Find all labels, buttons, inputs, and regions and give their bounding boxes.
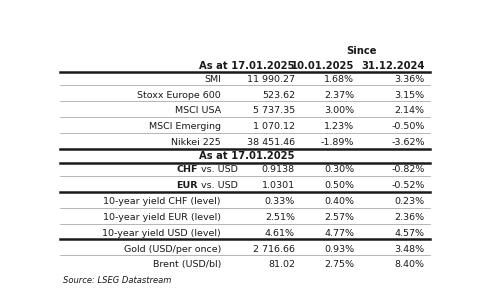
Text: 0.30%: 0.30% <box>324 165 354 174</box>
Text: 10-year yield EUR (level): 10-year yield EUR (level) <box>103 213 221 222</box>
Text: 0.23%: 0.23% <box>394 197 424 206</box>
Text: 81.02: 81.02 <box>268 261 295 269</box>
Text: 0.50%: 0.50% <box>324 181 354 190</box>
Text: EUR: EUR <box>176 181 198 190</box>
Text: 2.51%: 2.51% <box>265 213 295 222</box>
Text: 31.12.2024: 31.12.2024 <box>361 61 424 71</box>
Text: 0.40%: 0.40% <box>324 197 354 206</box>
Text: MSCI USA: MSCI USA <box>175 106 221 116</box>
Text: 10-year yield CHF (level): 10-year yield CHF (level) <box>103 197 221 206</box>
Text: 38 451.46: 38 451.46 <box>247 138 295 147</box>
Text: Since: Since <box>347 46 377 56</box>
Text: 1 070.12: 1 070.12 <box>253 123 295 131</box>
Text: MSCI Emerging: MSCI Emerging <box>149 123 221 131</box>
Text: 4.77%: 4.77% <box>324 229 354 238</box>
Text: 0.33%: 0.33% <box>265 197 295 206</box>
Text: -0.52%: -0.52% <box>391 181 424 190</box>
Text: 3.48%: 3.48% <box>394 245 424 254</box>
Text: -1.89%: -1.89% <box>321 138 354 147</box>
Text: 5 737.35: 5 737.35 <box>253 106 295 116</box>
Text: Nikkei 225: Nikkei 225 <box>171 138 221 147</box>
Text: 2 716.66: 2 716.66 <box>253 245 295 254</box>
Text: 2.75%: 2.75% <box>324 261 354 269</box>
Text: 0.9138: 0.9138 <box>262 165 295 174</box>
Text: 4.61%: 4.61% <box>265 229 295 238</box>
Text: 1.68%: 1.68% <box>324 75 354 84</box>
Text: 2.36%: 2.36% <box>394 213 424 222</box>
Text: Stoxx Europe 600: Stoxx Europe 600 <box>137 91 221 99</box>
Text: Brent (USD/bl): Brent (USD/bl) <box>152 261 221 269</box>
Text: 4.57%: 4.57% <box>395 229 424 238</box>
Text: Source: LSEG Datastream: Source: LSEG Datastream <box>64 276 172 285</box>
Text: -3.62%: -3.62% <box>391 138 424 147</box>
Text: 8.40%: 8.40% <box>395 261 424 269</box>
Text: As at 17.01.2025: As at 17.01.2025 <box>199 151 295 161</box>
Text: 3.36%: 3.36% <box>394 75 424 84</box>
Text: As at 17.01.2025: As at 17.01.2025 <box>199 61 295 71</box>
Text: vs. USD: vs. USD <box>198 181 238 190</box>
Text: -0.82%: -0.82% <box>391 165 424 174</box>
Text: 0.93%: 0.93% <box>324 245 354 254</box>
Text: 523.62: 523.62 <box>262 91 295 99</box>
Text: 3.00%: 3.00% <box>324 106 354 116</box>
Text: 10-year yield USD (level): 10-year yield USD (level) <box>102 229 221 238</box>
Text: CHF: CHF <box>176 165 198 174</box>
Text: SMI: SMI <box>204 75 221 84</box>
Text: 2.14%: 2.14% <box>395 106 424 116</box>
Text: vs. USD: vs. USD <box>198 165 238 174</box>
Text: -0.50%: -0.50% <box>391 123 424 131</box>
Text: 10.01.2025: 10.01.2025 <box>291 61 354 71</box>
Text: 11 990.27: 11 990.27 <box>247 75 295 84</box>
Text: 2.57%: 2.57% <box>324 213 354 222</box>
Text: Gold (USD/per once): Gold (USD/per once) <box>123 245 221 254</box>
Text: 2.37%: 2.37% <box>324 91 354 99</box>
Text: 1.0301: 1.0301 <box>262 181 295 190</box>
Text: 3.15%: 3.15% <box>394 91 424 99</box>
Text: 1.23%: 1.23% <box>324 123 354 131</box>
